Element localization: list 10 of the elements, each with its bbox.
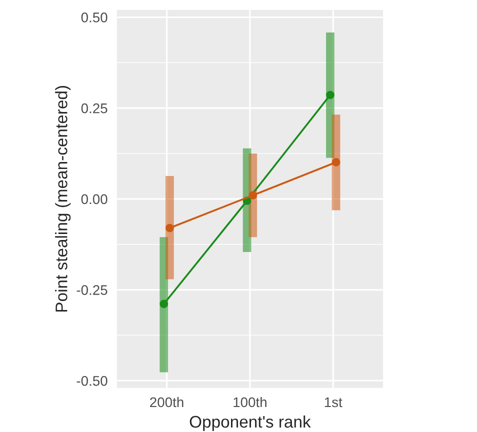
y-axis-title: Point stealing (mean-centered) — [55, 86, 71, 312]
x-tick-label: 200th — [150, 396, 184, 408]
x-tick-label: 100th — [234, 396, 266, 408]
y-tick-label: 0.50 — [81, 12, 108, 22]
y-tick-label: -0.25 — [76, 285, 108, 295]
x-tick-label: 1st — [324, 397, 342, 408]
y-tick-label: -0.50 — [76, 376, 108, 386]
x-axis-title: Opponent's rank — [190, 415, 311, 432]
y-tick-label: 0.00 — [81, 194, 108, 204]
y-tick-label: 0.25 — [81, 103, 108, 114]
